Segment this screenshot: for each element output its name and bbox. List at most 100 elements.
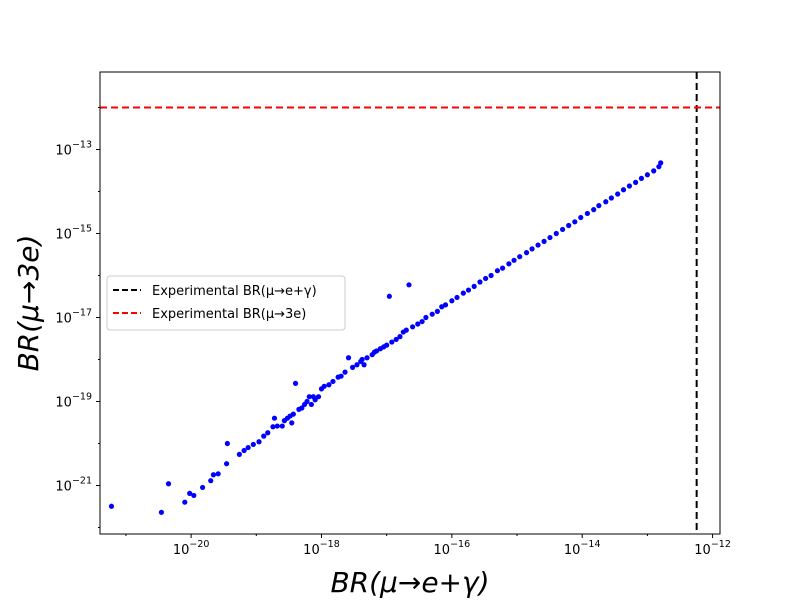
data-point	[499, 265, 506, 271]
data-point	[651, 168, 657, 174]
data-point	[403, 327, 409, 333]
data-point	[477, 279, 483, 285]
data-point	[289, 420, 295, 426]
data-point	[208, 478, 214, 484]
data-point	[434, 308, 440, 314]
data-point	[338, 373, 344, 379]
data-point	[523, 250, 530, 256]
y-tick-label: 10−19	[55, 391, 92, 410]
data-point	[165, 481, 172, 487]
data-point	[158, 509, 164, 515]
data-point	[578, 214, 584, 221]
data-point	[354, 362, 360, 368]
data-point	[271, 415, 278, 421]
data-point	[626, 183, 633, 189]
x-tick-label: 10−20	[173, 539, 210, 558]
data-point	[553, 230, 559, 237]
data-point	[200, 484, 206, 491]
data-point	[410, 324, 416, 330]
x-tick-label: 10−12	[694, 539, 731, 558]
data-point	[566, 222, 572, 229]
data-point	[603, 199, 609, 205]
y-tick-label: 10−17	[55, 307, 92, 326]
data-point	[210, 472, 217, 478]
data-point	[488, 272, 494, 279]
data-point	[345, 355, 352, 361]
data-point	[245, 444, 251, 451]
data-point	[389, 339, 395, 345]
data-point	[638, 175, 645, 181]
legend-box	[106, 275, 346, 331]
data-point	[415, 321, 421, 327]
data-point	[506, 261, 512, 267]
data-point	[373, 348, 380, 354]
data-point	[572, 219, 578, 225]
x-tick-label: 10−14	[564, 539, 601, 558]
data-point	[292, 380, 299, 386]
legend-label-mu-e-gamma: Experimental BR(μ→e+γ)	[152, 284, 317, 299]
data-point	[419, 318, 425, 325]
y-tick-label: 10−21	[55, 475, 92, 494]
data-point	[182, 499, 188, 505]
data-point	[290, 411, 296, 417]
data-point	[454, 294, 460, 301]
data-point	[364, 355, 370, 361]
data-point	[529, 246, 535, 252]
data-point	[465, 287, 472, 293]
x-tick-label: 10−16	[434, 539, 471, 558]
data-point	[658, 160, 664, 166]
data-point	[274, 423, 280, 429]
data-point	[187, 490, 193, 496]
data-point	[241, 447, 247, 454]
data-point	[359, 356, 365, 363]
data-point	[406, 282, 412, 288]
data-point	[349, 364, 356, 370]
data-point	[361, 362, 367, 368]
data-point	[256, 439, 262, 445]
axes-frame	[99, 71, 721, 535]
y-axis-label: BR(μ→3e)	[12, 235, 45, 372]
data-point	[261, 433, 267, 439]
data-point	[615, 191, 621, 197]
data-point	[308, 401, 314, 408]
legend: Experimental BR(μ→e+γ) Experimental BR(μ…	[106, 275, 346, 331]
data-point	[397, 334, 403, 340]
data-point	[224, 440, 230, 447]
y-axis-ticks: 10−21 10−19 10−17 10−15 10−13	[55, 106, 100, 528]
data-point	[483, 275, 489, 282]
data-point	[223, 461, 230, 467]
data-point	[620, 187, 627, 193]
data-point	[584, 210, 590, 217]
data-point	[633, 179, 639, 185]
data-point	[108, 503, 115, 509]
data-point	[386, 293, 392, 299]
data-point	[644, 172, 650, 178]
data-point	[393, 336, 399, 343]
data-point	[215, 471, 221, 477]
y-tick-label: 10−13	[55, 139, 92, 158]
data-point	[442, 302, 449, 308]
data-point	[236, 451, 242, 457]
x-axis-label: BR(μ→e+γ)	[330, 566, 489, 599]
y-tick-label: 10−15	[55, 223, 92, 242]
data-point	[270, 424, 276, 430]
data-point	[449, 298, 455, 304]
data-point	[608, 195, 614, 201]
reference-lines	[100, 72, 720, 534]
data-point	[429, 311, 435, 317]
legend-label-mu-3e: Experimental BR(μ→3e)	[152, 307, 306, 322]
data-point	[191, 492, 197, 499]
data-point	[541, 238, 547, 244]
data-point	[265, 430, 271, 436]
data-point	[312, 397, 318, 403]
data-point	[330, 378, 336, 385]
data-point	[559, 226, 566, 233]
data-point	[304, 398, 310, 405]
data-point	[511, 257, 517, 263]
data-point	[321, 383, 327, 389]
data-point	[299, 405, 305, 411]
data-point	[423, 314, 429, 321]
data-point	[535, 242, 541, 248]
data-point	[306, 394, 312, 400]
